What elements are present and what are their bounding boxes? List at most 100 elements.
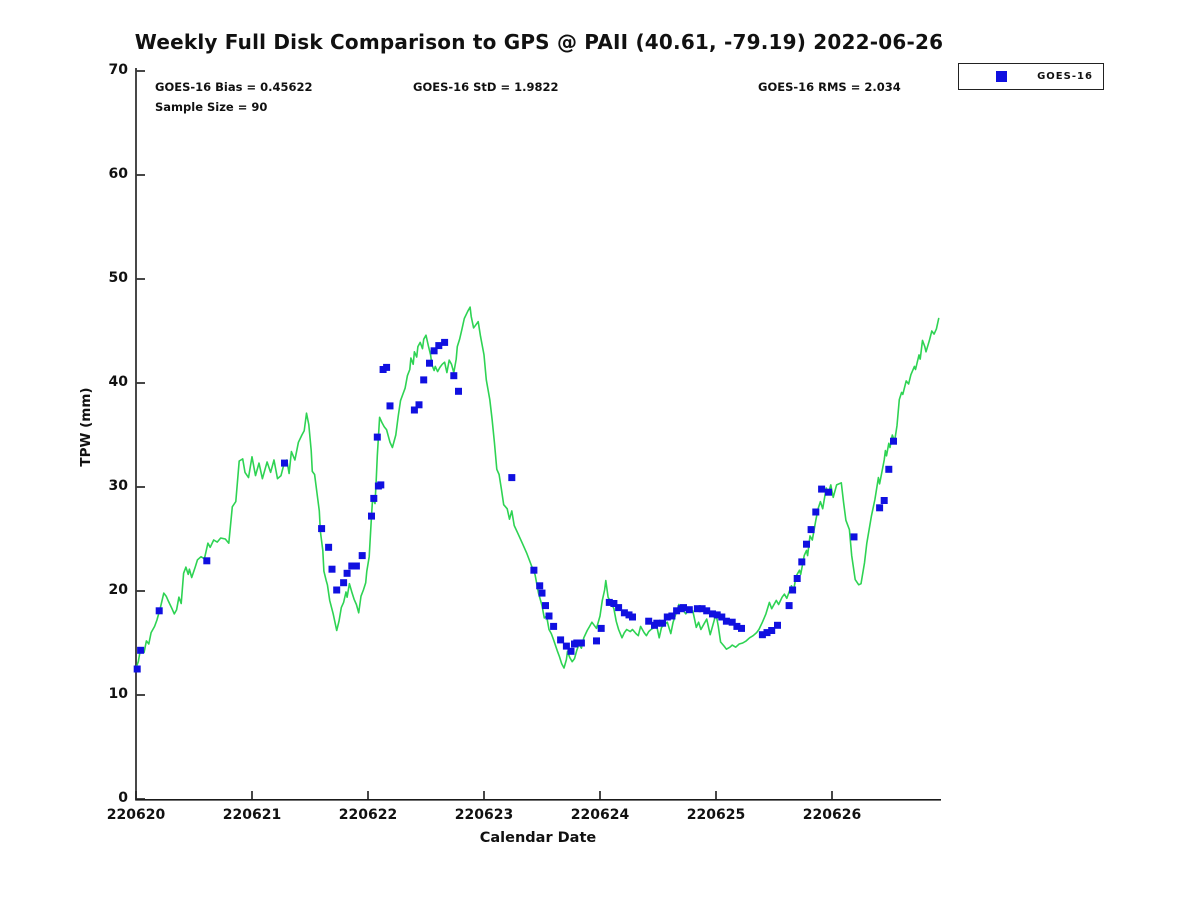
goes16-point	[703, 607, 711, 615]
goes16-point	[713, 611, 721, 619]
goes16-point	[593, 637, 600, 645]
goes16-point	[668, 612, 676, 620]
goes16-point	[673, 607, 681, 615]
goes16-point	[885, 465, 893, 473]
goes16-point	[435, 342, 443, 350]
goes16-point	[383, 363, 391, 371]
x-tick-label-220622: 220622	[338, 807, 398, 823]
goes16-point	[850, 533, 858, 541]
y-tick-label-50: 50	[108, 270, 128, 286]
goes16-point	[340, 579, 348, 587]
goes16-square-marker-icon	[996, 71, 1007, 82]
stat-rms: GOES-16 RMS = 2.034	[758, 80, 901, 94]
goes16-point	[348, 562, 356, 570]
goes16-point	[426, 359, 433, 367]
goes16-point	[758, 631, 766, 639]
goes16-point	[880, 497, 888, 504]
goes16-point	[325, 543, 333, 551]
y-tick-label-20: 20	[108, 582, 128, 598]
chart-title: Weekly Full Disk Comparison to GPS @ PAI…	[134, 30, 944, 54]
goes16-point	[573, 639, 581, 647]
stat-std: GOES-16 StD = 1.9822	[413, 80, 559, 94]
goes16-point	[709, 610, 716, 618]
goes16-point	[685, 606, 693, 614]
x-tick-label-220623: 220623	[454, 807, 514, 823]
x-tick-label-220621: 220621	[222, 807, 282, 823]
goes16-point	[577, 639, 585, 647]
y-axis-label: TPW (mm)	[78, 387, 94, 467]
goes16-point	[370, 494, 378, 502]
goes16-point	[155, 607, 163, 615]
y-tick-label-10: 10	[108, 686, 128, 702]
goes16-point	[508, 474, 516, 482]
goes16-point	[386, 402, 394, 410]
goes16-point	[597, 624, 605, 632]
goes16-point	[722, 617, 730, 625]
goes16-point	[818, 485, 826, 493]
goes16-point	[550, 622, 558, 630]
y-tick-label-70: 70	[108, 62, 128, 78]
goes16-point	[455, 387, 462, 395]
goes16-point	[430, 347, 438, 355]
goes16-point	[653, 619, 661, 627]
goes16-point	[536, 582, 544, 590]
goes16-point	[876, 504, 884, 512]
goes16-point	[203, 557, 211, 565]
goes16-point	[789, 586, 797, 594]
goes16-point	[812, 508, 820, 516]
goes16-point	[738, 624, 745, 632]
goes16-point	[441, 338, 449, 346]
goes16-point	[343, 569, 351, 577]
goes16-point	[328, 565, 336, 573]
goes16-point	[368, 512, 375, 520]
stat-sample-size: Sample Size = 90	[155, 100, 268, 114]
gps-line	[135, 306, 940, 669]
y-tick-label-40: 40	[108, 374, 128, 390]
goes16-point	[450, 372, 458, 380]
goes16-point	[620, 609, 628, 617]
goes16-point	[733, 622, 741, 630]
x-axis-label: Calendar Date	[479, 830, 597, 846]
goes16-point	[825, 488, 832, 496]
stat-bias: GOES-16 Bias = 0.45622	[155, 80, 313, 94]
legend: GOES-16	[958, 63, 1104, 90]
goes16-point	[774, 621, 781, 629]
goes16-point	[728, 618, 736, 626]
goes16-point	[610, 600, 618, 607]
x-tick-label-220625: 220625	[686, 807, 746, 823]
goes16-point	[693, 605, 701, 613]
x-tick-label-220620: 220620	[106, 807, 166, 823]
goes16-point	[763, 629, 771, 637]
goes16-point	[420, 376, 428, 384]
goes16-point	[718, 613, 726, 621]
goes16-point	[803, 540, 810, 548]
goes16-point	[793, 575, 801, 582]
x-tick-label-220624: 220624	[570, 807, 630, 823]
goes16-point	[567, 647, 575, 655]
goes16-point	[333, 586, 341, 594]
goes16-point	[785, 602, 793, 610]
goes16-point	[680, 604, 687, 612]
goes16-point	[562, 642, 570, 650]
goes16-point	[629, 613, 636, 621]
goes16-points	[133, 338, 897, 673]
goes16-point	[615, 604, 623, 612]
goes16-point	[768, 627, 776, 634]
goes16-point	[415, 401, 423, 409]
goes16-point	[318, 525, 326, 533]
legend-label-goes16: GOES-16	[1037, 71, 1093, 82]
goes16-point	[890, 437, 897, 445]
goes16-point	[542, 602, 549, 610]
y-tick-label-0: 0	[118, 790, 128, 806]
goes16-point	[663, 613, 671, 621]
goes16-point	[645, 617, 653, 625]
goes16-point	[530, 566, 538, 574]
goes16-point	[798, 558, 806, 566]
goes16-point	[659, 619, 667, 627]
goes16-point	[377, 481, 385, 489]
goes16-point	[545, 612, 553, 620]
goes16-point	[538, 589, 546, 597]
goes16-point	[358, 552, 366, 560]
